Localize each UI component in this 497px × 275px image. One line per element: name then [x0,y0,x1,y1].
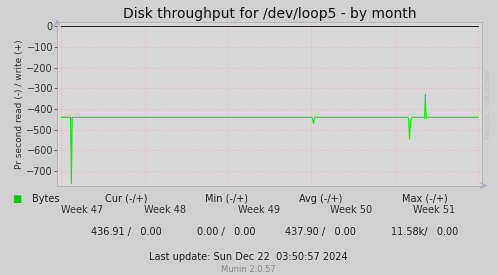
Text: Max (-/+): Max (-/+) [402,194,448,204]
Text: Min (-/+): Min (-/+) [205,194,248,204]
Text: Bytes: Bytes [32,194,60,204]
Text: Week 47: Week 47 [61,205,103,215]
Text: Week 48: Week 48 [145,205,186,215]
Text: Week 49: Week 49 [238,205,280,215]
Text: 436.91 /   0.00: 436.91 / 0.00 [91,227,162,237]
Text: Last update: Sun Dec 22  03:50:57 2024: Last update: Sun Dec 22 03:50:57 2024 [149,252,348,262]
Text: Munin 2.0.57: Munin 2.0.57 [221,265,276,274]
Text: Cur (-/+): Cur (-/+) [105,194,148,204]
Text: ■: ■ [12,194,22,204]
Text: 437.90 /   0.00: 437.90 / 0.00 [285,227,356,237]
Y-axis label: Pr second read (-) / write (+): Pr second read (-) / write (+) [14,39,23,169]
Text: 0.00 /   0.00: 0.00 / 0.00 [197,227,255,237]
Text: Week 51: Week 51 [413,205,455,215]
Text: RRDTOOL / TOBI OETIKER: RRDTOOL / TOBI OETIKER [486,70,491,139]
Text: Week 50: Week 50 [330,205,372,215]
Text: 11.58k/   0.00: 11.58k/ 0.00 [391,227,459,237]
Text: Avg (-/+): Avg (-/+) [299,194,342,204]
Title: Disk throughput for /dev/loop5 - by month: Disk throughput for /dev/loop5 - by mont… [123,7,416,21]
